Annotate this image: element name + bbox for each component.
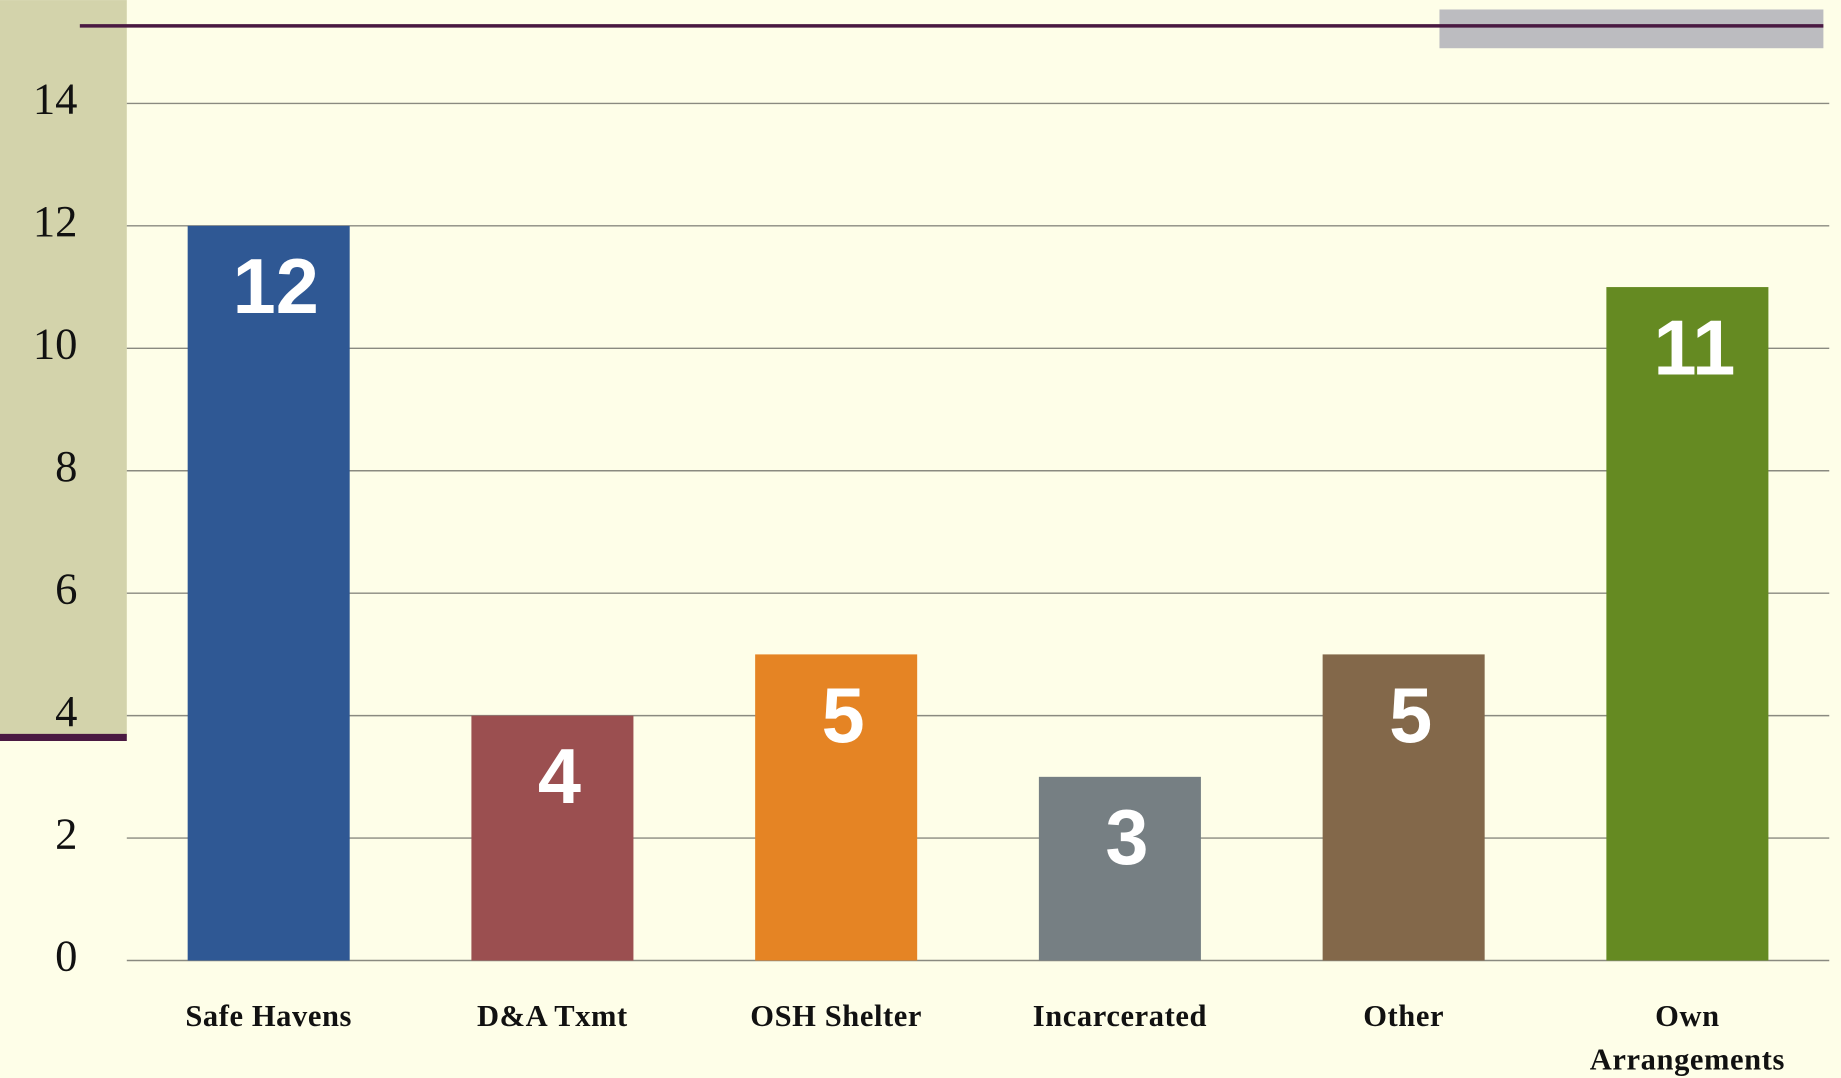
- x-tick-label: OSH Shelter: [750, 999, 922, 1033]
- x-tick-label: Own Arrangements: [1590, 999, 1785, 1076]
- data-label: 3: [1105, 795, 1148, 881]
- bar: [1322, 654, 1485, 961]
- y-tick-label: 8: [55, 441, 77, 491]
- y-tick-label: 2: [55, 808, 77, 858]
- side-panel: [0, 0, 127, 738]
- accent-box: [1439, 9, 1824, 49]
- x-tick-label: D&A Txmt: [477, 999, 628, 1033]
- x-tick-label: Incarcerated: [1033, 999, 1207, 1033]
- bar: [1606, 287, 1769, 961]
- x-tick-label: Safe Havens: [185, 999, 352, 1033]
- bar: [187, 225, 350, 961]
- data-label: 5: [1389, 673, 1432, 759]
- y-tick-label: 14: [33, 74, 78, 124]
- bar: [1038, 776, 1201, 961]
- bar: [755, 654, 918, 961]
- bar: [471, 715, 634, 961]
- x-tick-label: Other: [1363, 999, 1444, 1033]
- y-tick-label: 6: [55, 563, 77, 613]
- y-tick-label: 4: [55, 686, 77, 736]
- y-tick-label: 12: [33, 196, 78, 246]
- data-label: 5: [822, 673, 865, 759]
- data-label: 12: [233, 244, 319, 330]
- y-tick-label: 10: [33, 319, 78, 369]
- data-label: 11: [1653, 305, 1735, 391]
- data-label: 4: [538, 734, 581, 820]
- y-tick-label: 0: [55, 931, 77, 981]
